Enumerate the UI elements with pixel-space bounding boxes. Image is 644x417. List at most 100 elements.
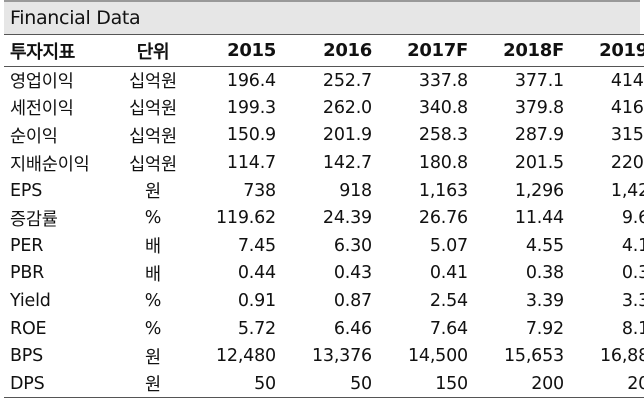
table-row: 순이익 십억원 150.9 201.9 258.3 287.9 315.6 — [4, 122, 644, 150]
row-value-cell: 340.8 — [418, 97, 468, 118]
header-year-2017f: 2017F — [407, 40, 468, 61]
row-metric-label: 증감률 — [10, 209, 58, 230]
row-value-cell: 201.5 — [514, 153, 564, 174]
row-metric-label: 순이익 — [10, 126, 58, 147]
row-metric-label: PBR — [10, 263, 45, 284]
row-metric-label: BPS — [10, 346, 44, 367]
header-year-2016: 2016 — [323, 40, 372, 61]
row-value-cell: 0.41 — [429, 263, 468, 284]
row-metric-label: ROE — [10, 318, 47, 339]
row-value-cell: 252.7 — [322, 70, 372, 91]
row-value-cell: 16,880 — [599, 346, 644, 367]
row-value-cell: 262.0 — [322, 97, 372, 118]
row-unit-label: 원 — [145, 375, 161, 396]
row-value-cell: 5.07 — [429, 235, 468, 256]
row-metric-label: PER — [10, 235, 44, 256]
row-value-cell: 13,376 — [311, 346, 372, 367]
row-unit-label: 십억원 — [129, 154, 177, 175]
table-row: PBR 배 0.44 0.43 0.41 0.38 0.35 — [4, 260, 644, 288]
row-value-cell: 416.3 — [610, 97, 644, 118]
row-value-cell: 337.8 — [418, 70, 468, 91]
table-row: 지배순이익 십억원 114.7 142.7 180.8 201.5 220.9 — [4, 149, 644, 177]
row-value-cell: 3.39 — [525, 291, 564, 312]
row-value-cell: 7.45 — [237, 235, 276, 256]
table-row: 영업이익 십억원 196.4 252.7 337.8 377.1 414.0 — [4, 67, 644, 95]
header-unit: 단위 — [136, 41, 170, 63]
row-value-cell: 200 — [531, 373, 564, 394]
row-metric-label: DPS — [10, 373, 45, 394]
row-value-cell: 24.39 — [322, 208, 372, 229]
row-value-cell: 6.30 — [333, 235, 372, 256]
row-value-cell: 315.6 — [610, 125, 644, 146]
row-value-cell: 3.39 — [621, 291, 644, 312]
row-value-cell: 4.55 — [525, 235, 564, 256]
row-value-cell: 15,653 — [503, 346, 564, 367]
row-value-cell: 7.92 — [525, 318, 564, 339]
row-unit-label: 원 — [145, 347, 161, 368]
row-unit-label: 배 — [145, 264, 161, 285]
row-value-cell: 0.87 — [333, 291, 372, 312]
row-value-cell: 50 — [350, 373, 372, 394]
header-year-2018f: 2018F — [503, 40, 564, 61]
financial-table: 투자지표 단위 2015 2016 2017F 2018F 2019F 영업이익… — [4, 34, 644, 398]
row-value-cell: 377.1 — [514, 70, 564, 91]
row-metric-label: 지배순이익 — [10, 154, 90, 175]
row-value-cell: 379.8 — [514, 97, 564, 118]
row-value-cell: 287.9 — [514, 125, 564, 146]
header-metric: 투자지표 — [10, 41, 76, 63]
row-value-cell: 258.3 — [418, 125, 468, 146]
row-unit-label: 원 — [145, 182, 161, 203]
row-value-cell: 11.44 — [514, 208, 564, 229]
row-value-cell: 150.9 — [226, 125, 276, 146]
row-metric-label: 영업이익 — [10, 72, 74, 93]
row-unit-label: % — [144, 318, 162, 339]
row-value-cell: 12,480 — [215, 346, 276, 367]
table-row: DPS 원 50 50 150 200 200 — [4, 370, 644, 398]
row-value-cell: 0.38 — [525, 263, 564, 284]
row-value-cell: 4.15 — [621, 235, 644, 256]
row-value-cell: 119.62 — [215, 208, 276, 229]
table-row: 세전이익 십억원 199.3 262.0 340.8 379.8 416.3 — [4, 94, 644, 122]
row-value-cell: 0.35 — [621, 263, 644, 284]
row-metric-label: Yield — [10, 291, 51, 312]
row-unit-label: 십억원 — [129, 72, 177, 93]
row-value-cell: 9.62 — [621, 208, 644, 229]
row-value-cell: 200 — [627, 373, 644, 394]
table-row: BPS 원 12,480 13,376 14,500 15,653 16,880 — [4, 342, 644, 370]
table-row: EPS 원 738 918 1,163 1,296 1,421 — [4, 177, 644, 205]
row-value-cell: 8.10 — [621, 318, 644, 339]
row-metric-label: 세전이익 — [10, 99, 74, 120]
header-year-2019f: 2019F — [599, 40, 644, 61]
row-value-cell: 2.54 — [429, 291, 468, 312]
row-value-cell: 14,500 — [407, 346, 468, 367]
row-value-cell: 196.4 — [226, 70, 276, 91]
row-value-cell: 1,421 — [610, 180, 644, 201]
table-row: ROE% 5.72 6.46 7.64 7.92 8.10 — [4, 315, 644, 343]
row-value-cell: 26.76 — [418, 208, 468, 229]
table-row: PER 배 7.45 6.30 5.07 4.55 4.15 — [4, 232, 644, 260]
row-value-cell: 220.9 — [610, 153, 644, 174]
row-value-cell: 50 — [254, 373, 276, 394]
header-year-2015: 2015 — [227, 40, 276, 61]
row-value-cell: 918 — [339, 180, 372, 201]
row-value-cell: 414.0 — [610, 70, 644, 91]
row-value-cell: 5.72 — [237, 318, 276, 339]
row-value-cell: 142.7 — [322, 153, 372, 174]
row-value-cell: 0.44 — [237, 263, 276, 284]
table-body: 영업이익십억원196.4252.7337.8377.1414.0세전이익십억원1… — [4, 67, 644, 398]
table-row: Yield% 0.91 0.87 2.54 3.39 3.39 — [4, 287, 644, 315]
row-value-cell: 1,296 — [514, 180, 564, 201]
row-value-cell: 150 — [435, 373, 468, 394]
row-unit-label: 십억원 — [129, 126, 177, 147]
row-value-cell: 0.43 — [333, 263, 372, 284]
row-metric-label: EPS — [10, 180, 43, 201]
row-value-cell: 199.3 — [226, 97, 276, 118]
row-value-cell: 114.7 — [226, 153, 276, 174]
row-value-cell: 6.46 — [333, 318, 372, 339]
row-unit-label: % — [144, 208, 162, 229]
row-value-cell: 7.64 — [429, 318, 468, 339]
row-unit-label: % — [144, 291, 162, 312]
row-value-cell: 1,163 — [418, 180, 468, 201]
table-row: 증감률% 119.62 24.39 26.76 11.44 9.62 — [4, 204, 644, 232]
